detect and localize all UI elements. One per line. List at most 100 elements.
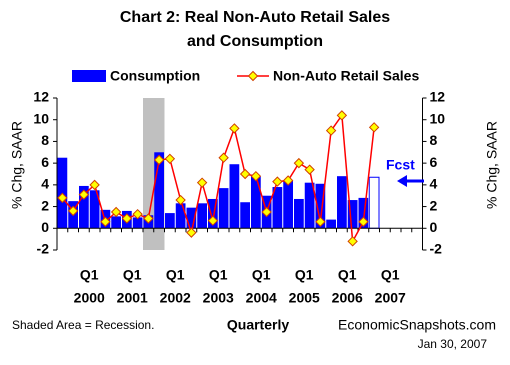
y2-tick-label: 2 xyxy=(430,197,438,213)
bar xyxy=(186,207,197,229)
marker xyxy=(57,192,68,204)
x-tick-year: 2005 xyxy=(289,290,320,306)
bar xyxy=(272,187,283,229)
bar xyxy=(347,200,358,229)
x-tick-label: Q1 xyxy=(381,267,400,283)
bar xyxy=(218,188,229,229)
bar xyxy=(283,180,293,229)
x-tick-year: 2000 xyxy=(74,290,105,306)
marker xyxy=(325,125,337,136)
marker xyxy=(153,154,165,166)
bar xyxy=(197,203,207,229)
x-tick-year: 2007 xyxy=(375,290,406,306)
marker xyxy=(347,236,358,247)
y2-axis-title: % Chg, SAAR xyxy=(484,121,500,209)
x-axis-title: Quarterly xyxy=(227,317,289,333)
x-tick-label: Q1 xyxy=(295,267,314,283)
note: EconomicSnapshots.com xyxy=(338,317,496,333)
x-tick-year: 2002 xyxy=(160,290,191,306)
legend-label: Non-Auto Retail Sales xyxy=(273,68,419,84)
marker xyxy=(100,216,111,227)
bar xyxy=(79,185,89,229)
y-tick-label: 12 xyxy=(33,89,49,105)
bar xyxy=(304,182,315,229)
y-tick-label: 2 xyxy=(41,197,49,213)
y2-tick-label: 6 xyxy=(430,154,438,170)
chart-subtitle: and Consumption xyxy=(187,33,323,50)
y2-tick-label: -2 xyxy=(430,241,443,257)
legend-marker xyxy=(247,70,259,82)
marker xyxy=(175,194,186,206)
x-tick-year: 2003 xyxy=(203,290,234,306)
bar xyxy=(132,217,143,229)
note: Jan 30, 2007 xyxy=(418,337,488,351)
marker xyxy=(304,164,315,175)
marker xyxy=(121,213,133,224)
marker xyxy=(368,122,380,133)
bar xyxy=(358,197,369,229)
y-axis-title: % Chg, SAAR xyxy=(9,121,25,209)
marker xyxy=(229,123,240,134)
bar xyxy=(89,190,100,229)
x-tick-label: Q1 xyxy=(252,267,271,283)
marker xyxy=(239,168,251,180)
bar xyxy=(251,176,261,229)
legend-label: Consumption xyxy=(110,68,200,84)
marker xyxy=(132,208,143,220)
bar xyxy=(208,198,218,229)
bar xyxy=(240,202,250,229)
x-tick-label: Q1 xyxy=(80,267,99,283)
marker xyxy=(272,176,283,187)
bar xyxy=(294,198,304,229)
bar xyxy=(165,213,175,229)
y-tick-label: 6 xyxy=(41,154,49,170)
marker xyxy=(336,110,348,121)
forecast-bar xyxy=(368,176,380,229)
y-tick-label: 4 xyxy=(41,176,49,192)
bar xyxy=(111,216,121,229)
y2-tick-label: 4 xyxy=(430,176,438,192)
marker xyxy=(89,179,100,191)
bar xyxy=(315,183,326,229)
bar xyxy=(326,219,336,229)
marker xyxy=(143,213,154,224)
marker xyxy=(164,153,176,165)
x-tick-label: Q1 xyxy=(123,267,142,283)
bar xyxy=(229,164,240,229)
marker xyxy=(218,152,229,163)
y2-tick-label: 10 xyxy=(430,110,446,126)
y-tick-label: -2 xyxy=(37,241,50,257)
x-tick-label: Q1 xyxy=(209,267,228,283)
x-tick-year: 2006 xyxy=(332,290,363,306)
marker xyxy=(358,216,369,227)
legend-swatch xyxy=(72,70,106,82)
x-tick-label: Q1 xyxy=(166,267,185,283)
bar xyxy=(154,152,164,229)
y2-tick-label: 8 xyxy=(430,132,438,148)
bar xyxy=(337,176,347,229)
annotation: Fcst xyxy=(386,157,415,173)
marker xyxy=(78,189,90,200)
x-tick-year: 2004 xyxy=(246,290,277,306)
annotation-arrowhead xyxy=(397,175,407,187)
marker xyxy=(110,206,122,218)
marker xyxy=(293,157,305,169)
marker xyxy=(186,227,197,238)
marker xyxy=(196,177,208,188)
x-tick-label: Q1 xyxy=(338,267,357,283)
y2-tick-label: 0 xyxy=(430,219,438,235)
y2-tick-label: 12 xyxy=(430,89,446,105)
y-tick-label: 0 xyxy=(41,219,49,235)
y-tick-label: 10 xyxy=(33,110,49,126)
marker xyxy=(315,216,326,227)
marker xyxy=(207,215,219,226)
marker xyxy=(67,205,79,217)
marker xyxy=(261,206,272,218)
bar xyxy=(175,203,186,229)
chart-title: Chart 2: Real Non-Auto Retail Sales xyxy=(120,9,390,26)
marker xyxy=(282,175,294,186)
note: Shaded Area = Recession. xyxy=(12,318,154,332)
x-tick-year: 2001 xyxy=(117,290,148,306)
y-tick-label: 8 xyxy=(41,132,49,148)
